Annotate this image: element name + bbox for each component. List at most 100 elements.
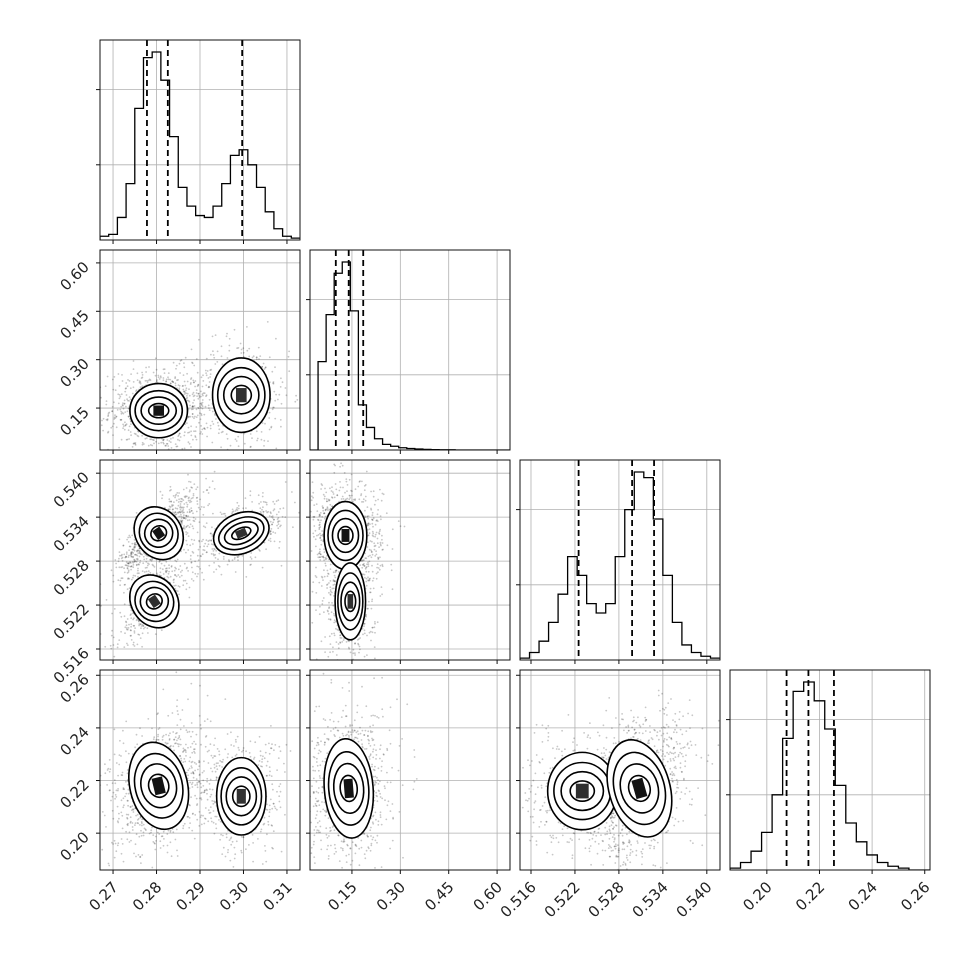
scatter-point <box>201 571 204 574</box>
scatter-point <box>199 568 202 570</box>
scatter-point <box>376 513 379 516</box>
scatter-point <box>341 641 344 643</box>
scatter-point <box>195 426 198 428</box>
scatter-point <box>138 623 141 625</box>
scatter-point <box>128 577 131 580</box>
scatter-point <box>202 394 204 397</box>
scatter-point <box>183 526 185 529</box>
scatter-point <box>202 392 205 394</box>
scatter-point <box>159 375 162 378</box>
scatter-point <box>200 425 203 427</box>
scatter-point <box>117 579 120 582</box>
scatter-point <box>186 396 189 399</box>
scatter-point <box>352 652 355 655</box>
scatter-point <box>372 525 374 528</box>
scatter-point <box>114 782 117 785</box>
scatter-point <box>368 578 371 580</box>
scatter-point <box>163 564 166 567</box>
scatter-point <box>143 571 146 573</box>
scatter-point <box>249 445 252 448</box>
scatter-point <box>145 570 148 573</box>
scatter-point <box>381 565 384 568</box>
scatter-point <box>324 562 327 565</box>
scatter-point <box>188 400 191 403</box>
scatter-point <box>131 542 134 545</box>
scatter-point <box>128 425 131 428</box>
contour-level-3 <box>145 593 163 610</box>
panel-content <box>520 460 720 660</box>
scatter-point <box>324 509 327 512</box>
scatter-point <box>165 380 168 383</box>
scatter-point <box>178 384 181 387</box>
scatter-point <box>185 539 188 542</box>
scatter-point <box>197 392 200 395</box>
scatter-point <box>139 381 142 384</box>
scatter-point <box>141 461 143 463</box>
scatter-point <box>366 563 368 566</box>
scatter-point <box>125 628 128 631</box>
scatter-point <box>119 408 122 411</box>
scatter-point <box>169 485 172 488</box>
scatter-point <box>210 532 212 535</box>
scatter-point <box>198 773 201 776</box>
scatter-point <box>133 432 136 435</box>
scatter-point <box>149 559 152 561</box>
scatter-point <box>166 443 169 445</box>
scatter-point <box>163 838 165 840</box>
scatter-point <box>173 578 175 581</box>
scatter-point <box>140 623 142 626</box>
scatter-point <box>206 718 209 721</box>
scatter-point <box>296 399 299 401</box>
scatter-point <box>330 611 333 614</box>
scatter-point <box>140 627 142 630</box>
scatter-point <box>125 438 128 441</box>
scatter-point <box>190 561 193 564</box>
scatter-point <box>335 569 338 572</box>
scatter-point <box>204 369 207 372</box>
scatter-point <box>231 508 234 511</box>
scatter-point <box>138 549 141 552</box>
scatter-point <box>312 491 315 494</box>
scatter-point <box>191 486 194 489</box>
scatter-point <box>351 490 353 493</box>
scatter-point <box>358 651 360 654</box>
scatter-point <box>213 488 216 490</box>
scatter-point <box>130 625 133 628</box>
scatter-point <box>237 556 239 559</box>
scatter-point <box>193 748 195 751</box>
scatter-point <box>320 483 323 485</box>
scatter-point <box>172 381 175 383</box>
scatter-point <box>373 545 376 548</box>
scatter-point <box>364 516 366 519</box>
scatter-point <box>268 417 271 419</box>
scatter-point <box>209 788 211 791</box>
scatter-point <box>140 862 142 864</box>
scatter-point <box>187 426 190 429</box>
scatter-point <box>170 447 173 449</box>
scatter-point <box>183 562 186 565</box>
scatter-point <box>216 361 219 363</box>
scatter-point <box>236 507 239 509</box>
scatter-point <box>179 519 182 522</box>
scatter-point <box>182 517 185 520</box>
scatter-point <box>236 501 239 504</box>
scatter-point <box>366 541 369 544</box>
scatter-point <box>112 580 115 583</box>
scatter-point <box>229 444 232 447</box>
scatter-point <box>252 355 255 358</box>
scatter-point <box>255 356 258 359</box>
scatter-point <box>122 423 124 426</box>
scatter-point <box>237 505 240 507</box>
scatter-point <box>145 371 148 373</box>
scatter-point <box>144 437 147 440</box>
scatter-point <box>200 414 203 417</box>
scatter-point <box>186 815 189 818</box>
scatter-point <box>149 572 152 574</box>
scatter-point <box>313 525 316 527</box>
scatter-point <box>277 499 280 502</box>
scatter-point <box>136 572 139 575</box>
scatter-point <box>160 376 162 379</box>
scatter-point <box>362 498 365 501</box>
scatter-point <box>175 560 178 563</box>
scatter-point <box>201 385 204 388</box>
